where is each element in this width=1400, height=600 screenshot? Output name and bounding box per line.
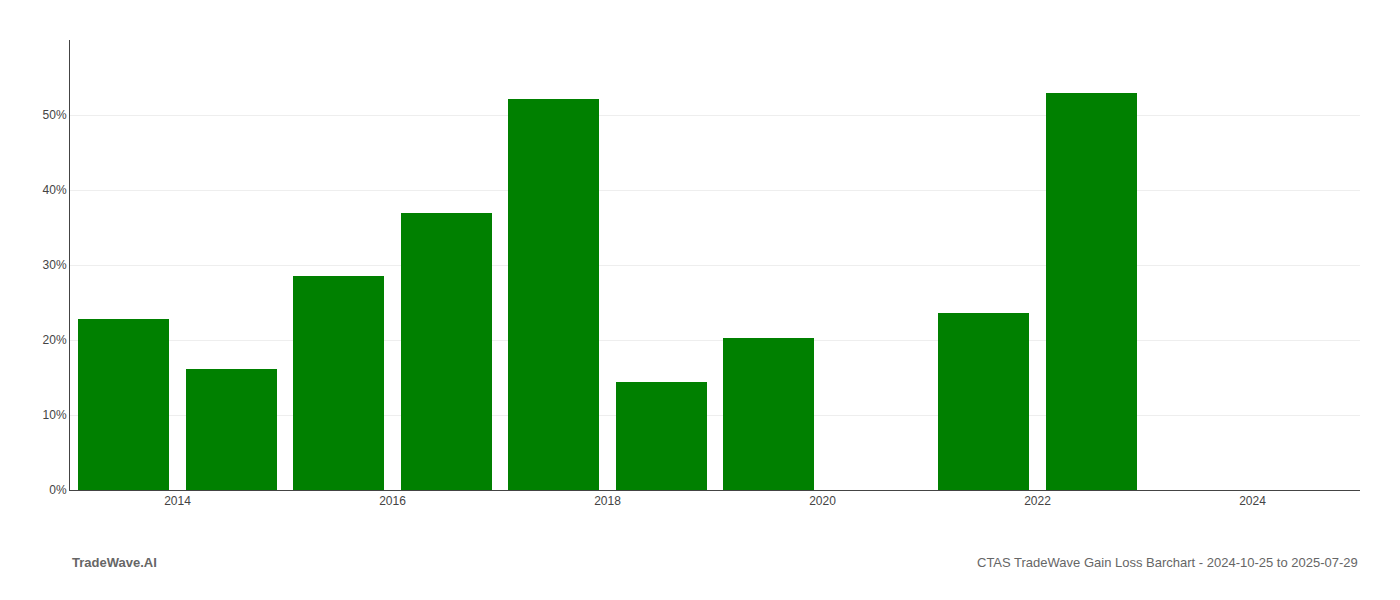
svg-text:CTAS TradeWave Gain Loss Barch: CTAS TradeWave Gain Loss Barchart - 2024… (977, 555, 1358, 570)
svg-text:20%: 20% (43, 333, 67, 347)
svg-text:2020: 2020 (809, 494, 836, 508)
svg-text:30%: 30% (43, 258, 67, 272)
svg-text:TradeWave.AI: TradeWave.AI (72, 555, 157, 570)
svg-text:50%: 50% (43, 108, 67, 122)
svg-text:40%: 40% (43, 183, 67, 197)
svg-text:0%: 0% (49, 483, 67, 497)
svg-text:2018: 2018 (594, 494, 621, 508)
svg-text:10%: 10% (43, 408, 67, 422)
svg-text:2016: 2016 (379, 494, 406, 508)
svg-text:2022: 2022 (1024, 494, 1051, 508)
svg-text:2024: 2024 (1239, 494, 1266, 508)
svg-text:2014: 2014 (164, 494, 191, 508)
